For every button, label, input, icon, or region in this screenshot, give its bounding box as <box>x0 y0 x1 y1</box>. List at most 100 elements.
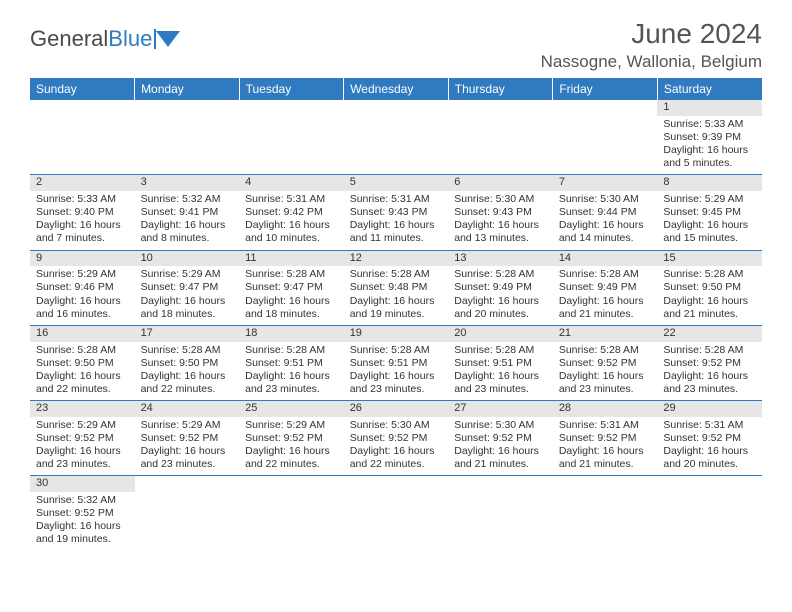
day-details: Sunrise: 5:28 AMSunset: 9:50 PMDaylight:… <box>30 342 135 401</box>
calendar-cell <box>135 476 240 551</box>
day-details: Sunrise: 5:28 AMSunset: 9:48 PMDaylight:… <box>344 266 449 325</box>
sunset-line: Sunset: 9:52 PM <box>36 507 129 520</box>
sunset-line: Sunset: 9:51 PM <box>245 357 338 370</box>
sunrise-line: Sunrise: 5:31 AM <box>245 193 338 206</box>
sunset-line: Sunset: 9:46 PM <box>36 281 129 294</box>
day-details: Sunrise: 5:32 AMSunset: 9:52 PMDaylight:… <box>30 492 135 551</box>
daylight-line: Daylight: 16 hours and 18 minutes. <box>141 295 234 321</box>
calendar-cell: 14Sunrise: 5:28 AMSunset: 9:49 PMDayligh… <box>553 250 658 325</box>
sunrise-line: Sunrise: 5:31 AM <box>350 193 443 206</box>
sunset-line: Sunset: 9:52 PM <box>559 357 652 370</box>
daylight-line: Daylight: 16 hours and 22 minutes. <box>350 445 443 471</box>
day-details: Sunrise: 5:28 AMSunset: 9:49 PMDaylight:… <box>553 266 658 325</box>
title-block: June 2024 Nassogne, Wallonia, Belgium <box>541 18 762 72</box>
day-number: 21 <box>553 326 658 342</box>
calendar-cell: 27Sunrise: 5:30 AMSunset: 9:52 PMDayligh… <box>448 401 553 476</box>
calendar-cell: 13Sunrise: 5:28 AMSunset: 9:49 PMDayligh… <box>448 250 553 325</box>
daylight-line: Daylight: 16 hours and 20 minutes. <box>454 295 547 321</box>
calendar-cell: 29Sunrise: 5:31 AMSunset: 9:52 PMDayligh… <box>657 401 762 476</box>
calendar-cell <box>448 100 553 175</box>
sunrise-line: Sunrise: 5:31 AM <box>559 419 652 432</box>
daylight-line: Daylight: 16 hours and 22 minutes. <box>245 445 338 471</box>
day-number: 28 <box>553 401 658 417</box>
calendar-cell: 11Sunrise: 5:28 AMSunset: 9:47 PMDayligh… <box>239 250 344 325</box>
sunset-line: Sunset: 9:43 PM <box>454 206 547 219</box>
weekday-header: Thursday <box>448 78 553 100</box>
sunrise-line: Sunrise: 5:30 AM <box>559 193 652 206</box>
day-number: 4 <box>239 175 344 191</box>
daylight-line: Daylight: 16 hours and 13 minutes. <box>454 219 547 245</box>
daylight-line: Daylight: 16 hours and 23 minutes. <box>454 370 547 396</box>
calendar-cell: 19Sunrise: 5:28 AMSunset: 9:51 PMDayligh… <box>344 325 449 400</box>
daylight-line: Daylight: 16 hours and 14 minutes. <box>559 219 652 245</box>
sunset-line: Sunset: 9:45 PM <box>663 206 756 219</box>
sunset-line: Sunset: 9:52 PM <box>663 432 756 445</box>
day-number: 14 <box>553 251 658 267</box>
day-details: Sunrise: 5:31 AMSunset: 9:43 PMDaylight:… <box>344 191 449 250</box>
sunrise-line: Sunrise: 5:28 AM <box>350 268 443 281</box>
sunrise-line: Sunrise: 5:29 AM <box>245 419 338 432</box>
day-details: Sunrise: 5:28 AMSunset: 9:51 PMDaylight:… <box>448 342 553 401</box>
sunset-line: Sunset: 9:39 PM <box>663 131 756 144</box>
daylight-line: Daylight: 16 hours and 21 minutes. <box>663 295 756 321</box>
day-number: 1 <box>657 100 762 116</box>
day-details: Sunrise: 5:28 AMSunset: 9:51 PMDaylight:… <box>239 342 344 401</box>
sunset-line: Sunset: 9:52 PM <box>559 432 652 445</box>
sunrise-line: Sunrise: 5:29 AM <box>36 419 129 432</box>
weekday-header: Monday <box>135 78 240 100</box>
day-number: 10 <box>135 251 240 267</box>
calendar-cell: 1Sunrise: 5:33 AMSunset: 9:39 PMDaylight… <box>657 100 762 175</box>
day-number: 3 <box>135 175 240 191</box>
day-number: 9 <box>30 251 135 267</box>
sunset-line: Sunset: 9:52 PM <box>245 432 338 445</box>
daylight-line: Daylight: 16 hours and 23 minutes. <box>663 370 756 396</box>
sunset-line: Sunset: 9:52 PM <box>141 432 234 445</box>
sunset-line: Sunset: 9:48 PM <box>350 281 443 294</box>
daylight-line: Daylight: 16 hours and 11 minutes. <box>350 219 443 245</box>
sunset-line: Sunset: 9:50 PM <box>663 281 756 294</box>
sunrise-line: Sunrise: 5:30 AM <box>454 193 547 206</box>
daylight-line: Daylight: 16 hours and 21 minutes. <box>559 445 652 471</box>
calendar-row: 30Sunrise: 5:32 AMSunset: 9:52 PMDayligh… <box>30 476 762 551</box>
daylight-line: Daylight: 16 hours and 23 minutes. <box>559 370 652 396</box>
day-number: 2 <box>30 175 135 191</box>
day-details: Sunrise: 5:31 AMSunset: 9:52 PMDaylight:… <box>553 417 658 476</box>
day-details: Sunrise: 5:30 AMSunset: 9:44 PMDaylight:… <box>553 191 658 250</box>
day-number: 5 <box>344 175 449 191</box>
calendar-cell: 16Sunrise: 5:28 AMSunset: 9:50 PMDayligh… <box>30 325 135 400</box>
day-details: Sunrise: 5:29 AMSunset: 9:46 PMDaylight:… <box>30 266 135 325</box>
daylight-line: Daylight: 16 hours and 21 minutes. <box>559 295 652 321</box>
sunset-line: Sunset: 9:40 PM <box>36 206 129 219</box>
calendar-cell: 2Sunrise: 5:33 AMSunset: 9:40 PMDaylight… <box>30 175 135 250</box>
sunrise-line: Sunrise: 5:28 AM <box>36 344 129 357</box>
day-details: Sunrise: 5:28 AMSunset: 9:50 PMDaylight:… <box>657 266 762 325</box>
calendar-body: 1Sunrise: 5:33 AMSunset: 9:39 PMDaylight… <box>30 100 762 551</box>
calendar-cell <box>553 100 658 175</box>
day-number: 12 <box>344 251 449 267</box>
day-details: Sunrise: 5:31 AMSunset: 9:52 PMDaylight:… <box>657 417 762 476</box>
weekday-header: Tuesday <box>239 78 344 100</box>
calendar-cell <box>135 100 240 175</box>
day-number: 13 <box>448 251 553 267</box>
day-number: 26 <box>344 401 449 417</box>
calendar-cell <box>448 476 553 551</box>
day-number: 18 <box>239 326 344 342</box>
sunrise-line: Sunrise: 5:28 AM <box>454 344 547 357</box>
day-details: Sunrise: 5:33 AMSunset: 9:39 PMDaylight:… <box>657 116 762 175</box>
daylight-line: Daylight: 16 hours and 10 minutes. <box>245 219 338 245</box>
logo-text-general: General <box>30 26 108 52</box>
daylight-line: Daylight: 16 hours and 7 minutes. <box>36 219 129 245</box>
calendar-cell: 15Sunrise: 5:28 AMSunset: 9:50 PMDayligh… <box>657 250 762 325</box>
sunrise-line: Sunrise: 5:28 AM <box>559 268 652 281</box>
calendar-table: SundayMondayTuesdayWednesdayThursdayFrid… <box>30 78 762 551</box>
daylight-line: Daylight: 16 hours and 15 minutes. <box>663 219 756 245</box>
day-details: Sunrise: 5:32 AMSunset: 9:41 PMDaylight:… <box>135 191 240 250</box>
calendar-cell <box>344 476 449 551</box>
weekday-header-row: SundayMondayTuesdayWednesdayThursdayFrid… <box>30 78 762 100</box>
sunset-line: Sunset: 9:49 PM <box>559 281 652 294</box>
day-details: Sunrise: 5:31 AMSunset: 9:42 PMDaylight:… <box>239 191 344 250</box>
logo: GeneralBlue <box>30 26 182 52</box>
calendar-cell: 23Sunrise: 5:29 AMSunset: 9:52 PMDayligh… <box>30 401 135 476</box>
logo-text-blue: Blue <box>108 26 152 52</box>
calendar-cell <box>657 476 762 551</box>
